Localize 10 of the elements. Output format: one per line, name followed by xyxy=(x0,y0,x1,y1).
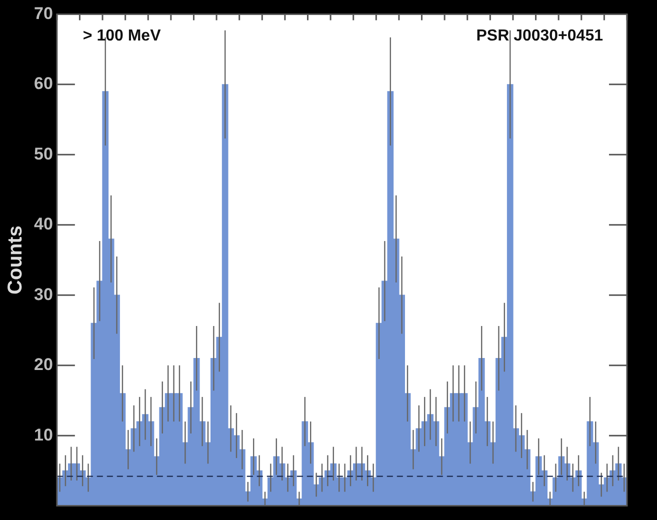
annotation: PSR J0030+0451 xyxy=(476,28,604,45)
y-tick-label: 60 xyxy=(34,74,53,94)
y-tick-label: 20 xyxy=(34,355,53,374)
y-tick-label: 10 xyxy=(34,425,53,444)
y-tick-label: 50 xyxy=(34,144,53,164)
annotation: > 100 MeV xyxy=(82,28,162,45)
y-tick-label: 40 xyxy=(34,214,53,234)
y-tick-label: 70 xyxy=(34,4,53,23)
y-axis-title: Counts xyxy=(4,226,27,294)
y-tick-label: 30 xyxy=(34,284,53,304)
